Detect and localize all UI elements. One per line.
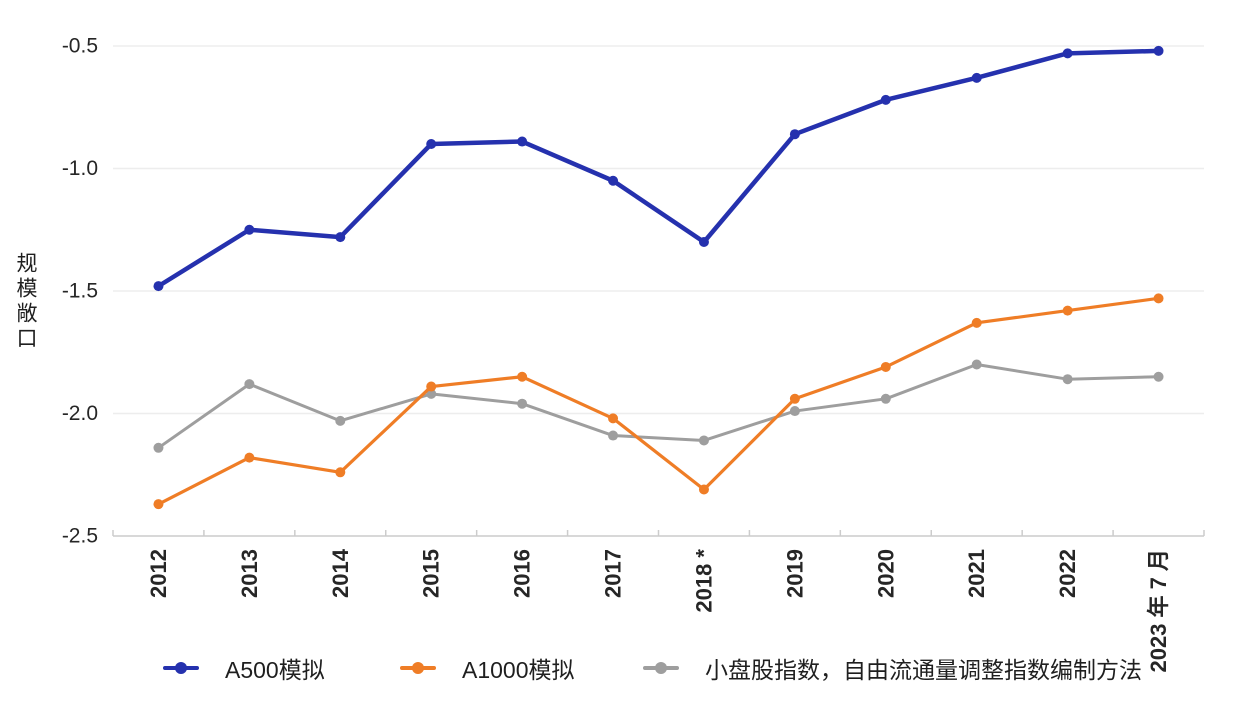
- x-tick-label: 2014: [328, 548, 353, 598]
- data-point: [426, 139, 437, 149]
- legend-label: 小盘股指数，自由流通量调整指数编制方法: [705, 657, 1142, 683]
- x-tick-label: 2016: [510, 549, 535, 598]
- x-tick-label: 2021: [964, 549, 989, 598]
- data-point: [335, 415, 346, 426]
- legend-item-0[interactable]: A500模拟: [163, 653, 325, 683]
- data-point: [698, 435, 709, 446]
- data-point: [153, 499, 164, 510]
- data-point: [153, 442, 164, 453]
- legend-item-2[interactable]: 小盘股指数，自由流通量调整指数编制方法: [643, 653, 1142, 683]
- data-point: [880, 361, 891, 372]
- data-point: [880, 393, 891, 404]
- y-tick-label: -2.0: [62, 402, 98, 425]
- data-point: [971, 72, 982, 83]
- data-point: [971, 359, 982, 370]
- legend-line-dot-icon: [163, 661, 199, 675]
- data-point: [244, 452, 255, 463]
- data-point: [880, 94, 891, 105]
- y-tick-label: -1.5: [62, 280, 98, 303]
- legend-line-dot-icon: [643, 661, 679, 675]
- data-point: [1062, 48, 1073, 59]
- legend-item-1[interactable]: A1000模拟: [400, 653, 575, 683]
- data-point: [1062, 374, 1073, 385]
- x-tick-label: 2022: [1055, 549, 1080, 598]
- data-point: [789, 129, 800, 140]
- data-point: [1153, 371, 1164, 382]
- y-axis-title: 规模敞口: [14, 252, 37, 352]
- legend-line-dot-icon: [400, 661, 436, 675]
- x-tick-label: 2023 年 7 月: [1146, 549, 1171, 673]
- x-tick-label: 2015: [419, 549, 444, 598]
- data-point: [608, 175, 619, 186]
- data-point: [517, 398, 528, 409]
- data-point: [335, 232, 346, 243]
- data-point: [426, 388, 437, 399]
- data-point: [608, 413, 619, 424]
- data-point: [608, 430, 619, 441]
- data-point: [153, 281, 164, 292]
- data-point: [698, 484, 709, 495]
- x-tick-label: 2020: [873, 549, 898, 598]
- data-point: [335, 467, 346, 478]
- data-point: [1062, 305, 1073, 316]
- legend-label: A500模拟: [225, 657, 325, 683]
- legend-label: A1000模拟: [462, 657, 575, 683]
- data-point: [517, 136, 528, 147]
- data-point: [789, 393, 800, 404]
- x-tick-label: 2013: [237, 549, 262, 598]
- y-tick-label: -2.5: [62, 525, 98, 548]
- x-tick-label: 2017: [601, 549, 626, 598]
- x-tick-label: 2019: [782, 549, 807, 598]
- legend: A500模拟 A1000模拟 小盘股指数，自由流通量调整指数编制方法: [0, 653, 1236, 685]
- series-line: [156, 48, 1161, 289]
- x-tick-label: 2012: [146, 549, 171, 598]
- data-point: [971, 317, 982, 328]
- x-tick-label: 2018 *: [691, 549, 716, 613]
- series-line: [156, 296, 1161, 506]
- data-point: [244, 379, 255, 390]
- data-point: [789, 406, 800, 417]
- data-point: [517, 371, 528, 382]
- data-point: [426, 381, 437, 392]
- data-point: [698, 237, 709, 247]
- y-tick-label: -0.5: [62, 35, 98, 58]
- data-point: [1153, 45, 1164, 56]
- y-tick-label: -1.0: [62, 157, 98, 180]
- data-point: [1153, 293, 1164, 304]
- series-line: [156, 363, 1161, 450]
- data-point: [244, 224, 255, 235]
